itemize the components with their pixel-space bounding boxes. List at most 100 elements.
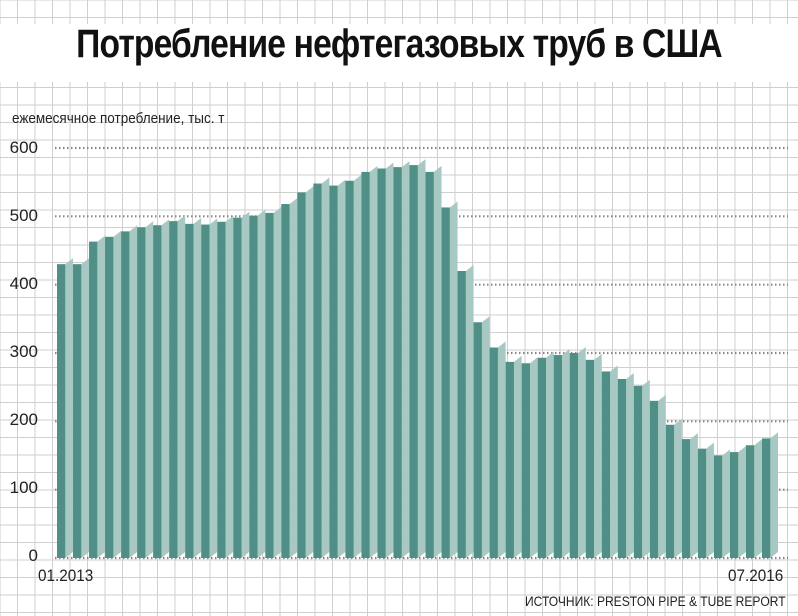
y-tick-400: 400: [9, 274, 38, 293]
bar: [697, 442, 714, 558]
bar: [473, 316, 490, 558]
bar-side: [610, 365, 618, 558]
bar-front: [313, 183, 322, 559]
bar-side: [65, 258, 74, 558]
y-axis-label: ежемесячное потребление, тыс. т: [12, 110, 225, 127]
bar: [585, 353, 602, 558]
bar-front: [585, 359, 595, 558]
bar-front: [281, 204, 290, 559]
bar-side: [642, 379, 650, 558]
bar-front: [361, 171, 370, 558]
bar-front: [569, 353, 579, 558]
bar-side: [770, 432, 778, 558]
bar: [457, 265, 474, 558]
bar-side: [690, 433, 698, 558]
bar-side: [722, 449, 730, 558]
bar-side: [289, 198, 298, 559]
bar: [137, 221, 154, 558]
bar-side: [417, 159, 426, 559]
bar: [617, 372, 634, 558]
x-start-label: 01.2013: [38, 566, 94, 585]
bar: [729, 446, 746, 558]
bar: [345, 174, 362, 559]
bar: [57, 258, 74, 558]
bar-front: [201, 224, 210, 559]
bar-front: [297, 192, 306, 558]
bar-front: [489, 347, 498, 558]
bar-front: [649, 400, 659, 558]
bar-side: [481, 316, 490, 558]
bar: [377, 162, 394, 558]
bar-front: [633, 385, 643, 558]
bar: [233, 211, 250, 558]
y-tick-200: 200: [9, 410, 38, 429]
bar-side: [513, 355, 522, 558]
bar-front: [233, 217, 242, 558]
bar-front: [457, 271, 466, 558]
bar-front: [745, 445, 755, 558]
bar: [185, 217, 202, 558]
bar-side: [145, 221, 154, 558]
bar-front: [697, 448, 707, 558]
bar: [73, 258, 90, 558]
bar-side: [433, 165, 442, 558]
bar: [105, 230, 122, 559]
bar-front: [665, 424, 675, 558]
bar-front: [329, 185, 338, 559]
bar-side: [193, 217, 202, 558]
bar-front: [73, 264, 82, 558]
bar: [201, 218, 218, 559]
bar-side: [97, 235, 106, 558]
source-note: ИСТОЧНИК: PRESTON PIPE & TUBE REPORT: [525, 593, 786, 609]
bar-front: [57, 264, 66, 558]
y-tick-100: 100: [9, 478, 38, 497]
bar: [425, 165, 442, 558]
bar-front: [409, 165, 418, 559]
bar-front: [169, 221, 178, 558]
bar-side: [129, 225, 138, 558]
bar: [761, 432, 778, 558]
bar-front: [137, 227, 146, 558]
bar-front: [473, 322, 482, 558]
chart-title: Потребление нефтегазовых труб в США: [76, 22, 723, 66]
bar-side: [562, 349, 570, 558]
bar-side: [465, 265, 474, 558]
x-end-label: 07.2016: [728, 566, 784, 585]
bar: [681, 433, 698, 558]
y-tick-600: 600: [9, 138, 38, 157]
bar: [361, 165, 378, 558]
bar-side: [161, 219, 170, 558]
bar: [649, 394, 666, 558]
bar-front: [521, 363, 530, 558]
bar: [217, 215, 234, 559]
bar: [489, 341, 506, 558]
bar-front: [89, 241, 98, 558]
bar: [121, 225, 138, 558]
bar: [745, 439, 762, 558]
bar-front: [265, 212, 274, 558]
bar-side: [369, 165, 378, 558]
bar: [713, 449, 730, 558]
bar-side: [658, 394, 666, 558]
bar-side: [385, 162, 394, 558]
bar-front: [761, 438, 771, 558]
bar: [393, 161, 410, 558]
bar: [249, 209, 266, 558]
bar-side: [305, 186, 314, 558]
bar-front: [217, 221, 226, 559]
bar-side: [529, 357, 538, 558]
y-tick-500: 500: [9, 206, 38, 225]
bar-front: [393, 167, 402, 558]
bar: [521, 357, 538, 558]
bar-front: [153, 225, 162, 558]
bar-side: [706, 442, 714, 558]
bar-front: [553, 355, 563, 558]
bar: [553, 349, 570, 558]
bar: [441, 201, 458, 558]
bar-side: [674, 418, 682, 558]
bar-side: [754, 439, 762, 558]
bar-side: [257, 209, 266, 558]
bar-side: [337, 179, 346, 559]
bar: [153, 219, 170, 558]
bar-side: [241, 211, 250, 558]
